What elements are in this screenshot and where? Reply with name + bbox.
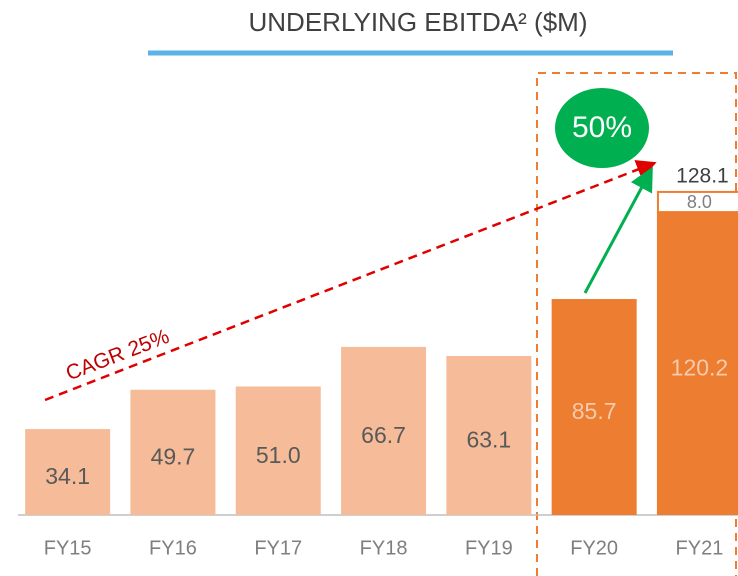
x-tick-label: FY21 bbox=[676, 537, 724, 559]
bar bbox=[446, 355, 532, 515]
x-tick-label: FY15 bbox=[44, 537, 92, 559]
growth-badge bbox=[555, 88, 649, 168]
bar bbox=[235, 386, 321, 515]
growth-arrow bbox=[583, 166, 653, 294]
stack-label: 8.0 bbox=[687, 192, 712, 212]
bar bbox=[25, 429, 111, 515]
x-tick-label: FY20 bbox=[570, 537, 618, 559]
value-label: 85.7 bbox=[572, 398, 617, 424]
stack-segment bbox=[656, 190, 738, 214]
chart-title: UNDERLYING EBITDA² ($M) bbox=[249, 7, 588, 37]
total-label: 128.1 bbox=[676, 165, 729, 188]
bar bbox=[341, 346, 427, 515]
growth-label: 50% bbox=[572, 111, 632, 144]
cagr-label: CAGR 25% bbox=[63, 325, 173, 385]
x-tick-label: FY18 bbox=[360, 537, 408, 559]
value-label: 34.1 bbox=[45, 463, 90, 489]
value-label: 63.1 bbox=[466, 427, 511, 453]
value-label: 66.7 bbox=[361, 422, 406, 448]
bar bbox=[656, 212, 738, 515]
bar bbox=[551, 299, 637, 515]
x-tick-label: FY17 bbox=[254, 537, 302, 559]
value-label: 51.0 bbox=[256, 442, 301, 468]
x-tick-label: FY19 bbox=[465, 537, 513, 559]
value-label: 120.2 bbox=[671, 355, 729, 381]
value-label: 49.7 bbox=[151, 443, 196, 469]
cagr-arrow bbox=[44, 160, 657, 402]
x-tick-label: FY16 bbox=[149, 537, 197, 559]
bar bbox=[130, 389, 216, 515]
